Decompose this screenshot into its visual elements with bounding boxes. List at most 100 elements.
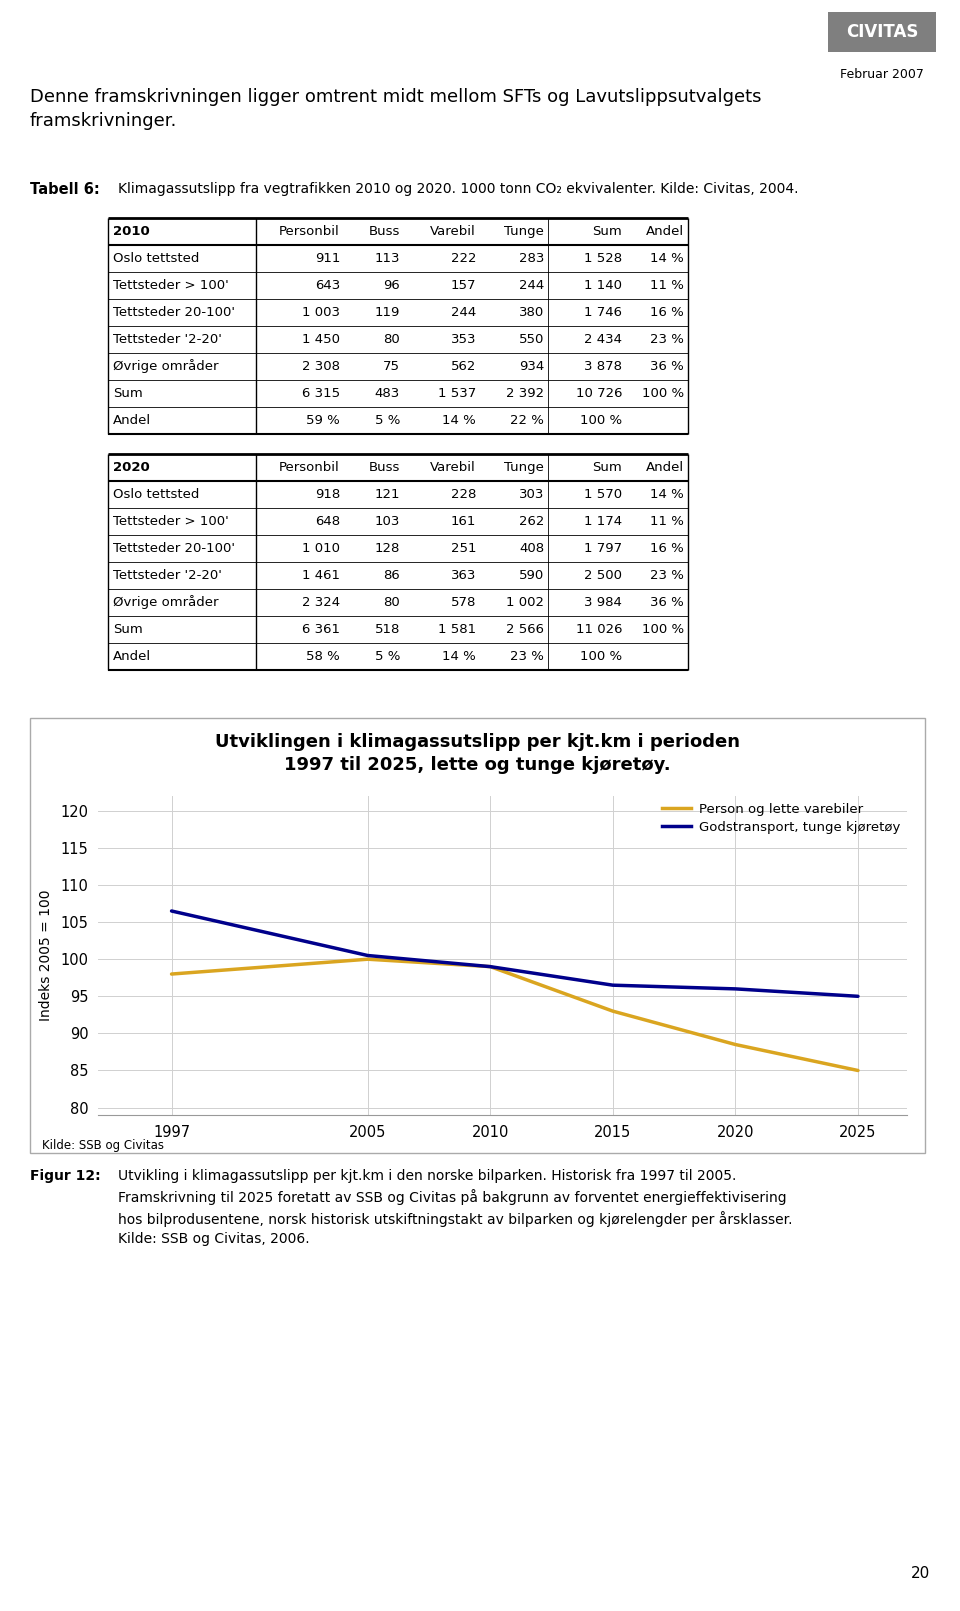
- Text: Personbil: Personbil: [279, 461, 340, 474]
- Text: 119: 119: [374, 306, 400, 319]
- Text: 648: 648: [315, 516, 340, 528]
- Text: Februar 2007: Februar 2007: [840, 68, 924, 81]
- Text: Denne framskrivningen ligger omtrent midt mellom SFTs og Lavutslippsutvalgets
fr: Denne framskrivningen ligger omtrent mid…: [30, 89, 761, 129]
- Text: Tettsteder '2-20': Tettsteder '2-20': [113, 333, 222, 346]
- Text: 2 392: 2 392: [506, 387, 544, 400]
- Text: Tunge: Tunge: [504, 461, 544, 474]
- Text: 244: 244: [518, 279, 544, 292]
- Text: 11 %: 11 %: [650, 516, 684, 528]
- Text: Tabell 6:: Tabell 6:: [30, 182, 100, 197]
- Text: 1 010: 1 010: [302, 541, 340, 556]
- Text: Klimagassutslipp fra vegtrafikken 2010 og 2020. 1000 tonn CO₂ ekvivalenter. Kild: Klimagassutslipp fra vegtrafikken 2010 o…: [118, 182, 799, 197]
- Text: 14 %: 14 %: [443, 649, 476, 664]
- Text: 36 %: 36 %: [650, 359, 684, 374]
- Text: 100 %: 100 %: [580, 414, 622, 427]
- Text: Tunge: Tunge: [504, 226, 544, 238]
- Text: Buss: Buss: [369, 226, 400, 238]
- Text: 1 581: 1 581: [438, 623, 476, 636]
- Text: CIVITAS: CIVITAS: [846, 23, 918, 40]
- Text: 590: 590: [518, 569, 544, 582]
- Text: 380: 380: [518, 306, 544, 319]
- Text: 562: 562: [450, 359, 476, 374]
- Text: 918: 918: [315, 488, 340, 501]
- Text: Tettsteder > 100': Tettsteder > 100': [113, 516, 228, 528]
- Bar: [30, 719, 925, 1153]
- Text: 2 434: 2 434: [584, 333, 622, 346]
- Text: 643: 643: [315, 279, 340, 292]
- Text: 100 %: 100 %: [580, 649, 622, 664]
- Text: Buss: Buss: [369, 461, 400, 474]
- Text: 1 002: 1 002: [506, 596, 544, 609]
- Text: Kilde: SSB og Civitas: Kilde: SSB og Civitas: [42, 1139, 164, 1152]
- Text: 58 %: 58 %: [306, 649, 340, 664]
- Text: Sum: Sum: [592, 461, 622, 474]
- Text: Tettsteder 20-100': Tettsteder 20-100': [113, 541, 235, 556]
- Text: 283: 283: [518, 251, 544, 264]
- Text: 1 140: 1 140: [584, 279, 622, 292]
- Text: 578: 578: [450, 596, 476, 609]
- Text: 1 528: 1 528: [584, 251, 622, 264]
- Text: 244: 244: [451, 306, 476, 319]
- Text: 2 324: 2 324: [301, 596, 340, 609]
- Text: 550: 550: [518, 333, 544, 346]
- Text: Øvrige områder: Øvrige områder: [113, 359, 219, 374]
- Text: 5 %: 5 %: [374, 414, 400, 427]
- Text: 934: 934: [518, 359, 544, 374]
- Text: Utviklingen i klimagassutslipp per kjt.km i perioden
1997 til 2025, lette og tun: Utviklingen i klimagassutslipp per kjt.k…: [215, 733, 740, 773]
- Text: 353: 353: [450, 333, 476, 346]
- Text: 1 461: 1 461: [302, 569, 340, 582]
- Text: 1 450: 1 450: [302, 333, 340, 346]
- Text: 251: 251: [450, 541, 476, 556]
- Text: 11 %: 11 %: [650, 279, 684, 292]
- Text: Andel: Andel: [646, 461, 684, 474]
- Text: 1 174: 1 174: [584, 516, 622, 528]
- Text: 100 %: 100 %: [642, 623, 684, 636]
- Text: Figur 12:: Figur 12:: [30, 1170, 101, 1182]
- Text: 222: 222: [450, 251, 476, 264]
- Bar: [828, 11, 936, 52]
- Text: 6 361: 6 361: [302, 623, 340, 636]
- Text: Tettsteder > 100': Tettsteder > 100': [113, 279, 228, 292]
- Text: 1 003: 1 003: [302, 306, 340, 319]
- Text: 75: 75: [383, 359, 400, 374]
- Text: 36 %: 36 %: [650, 596, 684, 609]
- Text: 80: 80: [383, 596, 400, 609]
- Text: 80: 80: [383, 333, 400, 346]
- Text: Tettsteder '2-20': Tettsteder '2-20': [113, 569, 222, 582]
- Text: 5 %: 5 %: [374, 649, 400, 664]
- Text: 1 570: 1 570: [584, 488, 622, 501]
- Text: 161: 161: [450, 516, 476, 528]
- Text: 10 726: 10 726: [575, 387, 622, 400]
- Text: 2020: 2020: [113, 461, 150, 474]
- Text: Tettsteder 20-100': Tettsteder 20-100': [113, 306, 235, 319]
- Text: 1 797: 1 797: [584, 541, 622, 556]
- Text: 303: 303: [518, 488, 544, 501]
- Y-axis label: Indeks 2005 = 100: Indeks 2005 = 100: [39, 889, 54, 1021]
- Text: 14 %: 14 %: [650, 251, 684, 264]
- Text: Andel: Andel: [113, 649, 151, 664]
- Text: 128: 128: [374, 541, 400, 556]
- Text: Andel: Andel: [113, 414, 151, 427]
- Text: 11 026: 11 026: [575, 623, 622, 636]
- Text: 23 %: 23 %: [650, 333, 684, 346]
- Text: 22 %: 22 %: [510, 414, 544, 427]
- Text: Oslo tettsted: Oslo tettsted: [113, 251, 200, 264]
- Text: 23 %: 23 %: [650, 569, 684, 582]
- Text: 113: 113: [374, 251, 400, 264]
- Text: Oslo tettsted: Oslo tettsted: [113, 488, 200, 501]
- Text: 16 %: 16 %: [650, 306, 684, 319]
- Text: 14 %: 14 %: [650, 488, 684, 501]
- Text: 3 984: 3 984: [584, 596, 622, 609]
- Text: 1 746: 1 746: [584, 306, 622, 319]
- Text: Sum: Sum: [592, 226, 622, 238]
- Text: Varebil: Varebil: [430, 461, 476, 474]
- Text: 518: 518: [374, 623, 400, 636]
- Text: 103: 103: [374, 516, 400, 528]
- Text: 6 315: 6 315: [301, 387, 340, 400]
- Text: 59 %: 59 %: [306, 414, 340, 427]
- Text: Øvrige områder: Øvrige områder: [113, 596, 219, 609]
- Text: 3 878: 3 878: [584, 359, 622, 374]
- Text: 121: 121: [374, 488, 400, 501]
- Text: 228: 228: [450, 488, 476, 501]
- Text: Andel: Andel: [646, 226, 684, 238]
